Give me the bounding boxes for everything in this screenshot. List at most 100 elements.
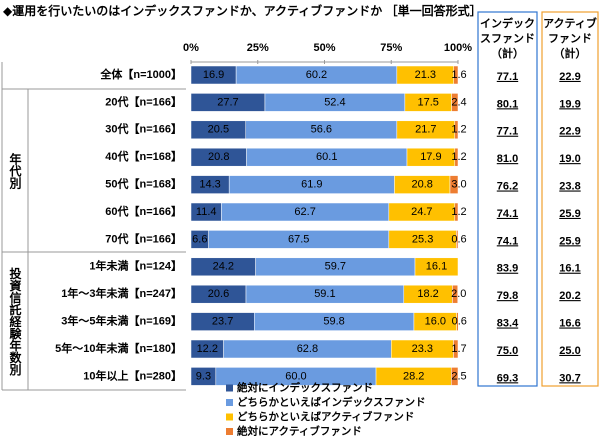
x-tick-label: 0% [183, 42, 199, 54]
side-column-value: 74.1 [497, 235, 518, 247]
legend-swatch [226, 399, 233, 406]
bar-segment [454, 120, 459, 140]
bar-segment [454, 202, 459, 222]
side-column-value: 81.0 [497, 153, 518, 165]
bar-segment [451, 367, 459, 386]
side-column-value: 20.2 [559, 290, 580, 302]
x-tick-label: 100% [444, 42, 472, 54]
data-label: 20.6 [208, 288, 229, 300]
data-label: 21.3 [415, 69, 436, 81]
bar-segment [453, 65, 459, 85]
data-label: 59.7 [325, 261, 346, 273]
data-label: 18.2 [417, 288, 438, 300]
data-label: 60.2 [306, 69, 327, 81]
data-label: 16.1 [426, 261, 447, 273]
data-label: 24.7 [411, 206, 432, 218]
data-label: 20.5 [208, 124, 229, 136]
legend-label: 絶対にインデックスファンド [237, 381, 373, 394]
data-label: 20.8 [412, 179, 433, 191]
data-label: 27.7 [217, 96, 238, 108]
category-label: 全体【n=1000】 [99, 67, 182, 81]
side-column-value: 25.9 [559, 235, 580, 247]
category-label: 1年未満【n=124】 [89, 259, 182, 273]
data-label: 1.2 [451, 124, 466, 136]
category-label: 3年～5年未満【n=169】 [61, 314, 182, 328]
group-label: 投資信託経験年数別 [8, 266, 22, 376]
data-label: 2.5 [451, 370, 466, 382]
side-column-value: 75.0 [497, 345, 518, 357]
category-label: 70代【n=166】 [105, 231, 182, 245]
legend-label: どちらかといえばインデックスファンド [237, 395, 426, 408]
data-label: 17.5 [418, 96, 439, 108]
group-label: 年代別 [8, 151, 22, 189]
category-label: 30代【n=166】 [105, 122, 182, 136]
side-column-value: 77.1 [497, 71, 518, 83]
side-column-value: 19.9 [559, 98, 580, 110]
legend-label: どちらかといえばアクティブファンド [237, 410, 414, 423]
data-label: 2.0 [451, 288, 466, 300]
legend-swatch [226, 428, 233, 435]
side-column-value: 77.1 [497, 126, 518, 138]
side-column-value: 25.9 [559, 208, 580, 220]
data-label: 62.7 [294, 206, 315, 218]
category-label: 10年以上【n=280】 [83, 368, 182, 382]
data-label: 25.3 [412, 233, 433, 245]
category-label: 1年～3年未満【n=247】 [61, 286, 182, 300]
data-label: 11.4 [196, 206, 217, 218]
bar-segment [456, 230, 459, 249]
bar-segment [454, 147, 459, 167]
x-tick-label: 25% [247, 42, 269, 54]
data-label: 59.1 [314, 288, 335, 300]
bar-segment [452, 284, 458, 304]
side-column-value: 74.1 [497, 208, 518, 220]
data-label: 23.3 [412, 343, 433, 355]
data-label: 3.0 [451, 179, 466, 191]
side-column-header: インデック [480, 16, 535, 30]
bar-segment [451, 93, 459, 112]
data-label: 6.6 [192, 233, 207, 245]
side-column-value: 76.2 [497, 181, 518, 193]
category-label: 50代【n=168】 [105, 177, 182, 191]
data-label: 12.2 [197, 343, 218, 355]
bar-segment [414, 257, 459, 277]
data-label: 16.0 [425, 316, 446, 328]
data-label: 20.8 [208, 151, 229, 163]
bar-segment [449, 175, 459, 194]
data-label: 14.3 [199, 179, 220, 191]
data-label: 1.2 [451, 151, 466, 163]
category-label: 60代【n=166】 [105, 204, 182, 218]
side-column-header: （計） [554, 46, 587, 60]
side-column-header: アクティブ [543, 16, 597, 30]
legend-swatch [226, 384, 233, 392]
data-label: 1.6 [451, 69, 466, 81]
bar-segment [456, 312, 459, 331]
side-column-value: 22.9 [559, 71, 580, 83]
category-label: 5年～10年未満【n=180】 [55, 341, 182, 355]
side-column-value: 79.8 [497, 290, 518, 302]
category-label: 40代【n=168】 [105, 149, 182, 163]
side-column-value: 22.9 [559, 126, 580, 138]
data-label: 61.9 [301, 179, 322, 191]
category-label: 20代【n=166】 [105, 94, 182, 108]
data-label: 2.4 [451, 96, 466, 108]
data-label: 17.9 [420, 151, 441, 163]
side-column-value: 83.4 [497, 318, 519, 330]
data-label: 0.6 [451, 233, 466, 245]
data-label: 1.7 [451, 343, 466, 355]
side-column-value: 23.8 [559, 181, 580, 193]
side-column-value: 25.0 [559, 345, 580, 357]
side-column-header: （計） [491, 46, 524, 60]
bar-segment [453, 339, 459, 359]
data-label: 67.5 [288, 233, 309, 245]
data-label: 60.1 [316, 151, 337, 163]
side-column-value: 16.1 [559, 263, 580, 275]
x-tick-label: 75% [380, 42, 402, 54]
data-label: 28.2 [403, 370, 424, 382]
data-label: 56.6 [311, 124, 332, 136]
data-label: 52.4 [324, 96, 345, 108]
data-label: 1.2 [451, 206, 466, 218]
data-label: 16.9 [203, 69, 224, 81]
data-label: 24.2 [213, 261, 234, 273]
side-column-value: 83.9 [497, 263, 518, 275]
